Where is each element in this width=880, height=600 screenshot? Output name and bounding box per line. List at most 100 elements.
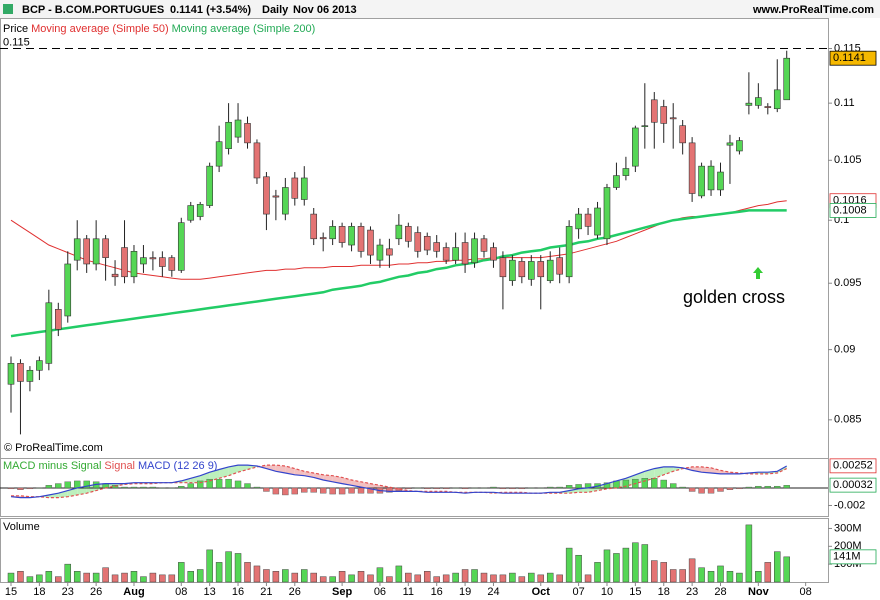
volume-bar <box>499 574 507 583</box>
macd-hist <box>263 487 270 492</box>
volume-bar <box>36 574 43 583</box>
macd-area <box>294 468 305 476</box>
macd-hist <box>707 487 715 494</box>
macd-hist <box>764 485 771 489</box>
volume-bar <box>556 574 563 583</box>
y-tick-label: 0.11 <box>834 97 855 109</box>
macd-hist <box>357 487 365 494</box>
volume-bar <box>73 571 81 583</box>
macd-hist <box>755 485 762 489</box>
candle-body <box>386 248 393 256</box>
last-value-box <box>829 50 877 66</box>
candle-body <box>556 257 563 275</box>
x-tick-label: 23 <box>686 586 698 598</box>
macd-hist <box>83 480 90 489</box>
volume-bar <box>92 572 100 583</box>
macd-hist <box>452 487 459 489</box>
macd-area <box>663 466 674 475</box>
candle-body <box>215 141 223 167</box>
last-value-label: 0.00252 <box>833 460 873 472</box>
macd-hist <box>537 487 544 489</box>
candle-body <box>650 99 658 123</box>
macd-hist <box>244 483 251 489</box>
x-tick-label: 11 <box>403 586 414 598</box>
volume-bar <box>490 574 497 583</box>
macd-area <box>711 467 721 474</box>
volume-bar <box>528 572 535 583</box>
reference-label: 0.115 <box>3 36 30 48</box>
volume-bar <box>480 572 488 583</box>
candle-body <box>575 213 582 230</box>
x-tick-label: 26 <box>289 586 301 598</box>
volume-bar <box>518 576 526 583</box>
volume-bar <box>669 569 677 583</box>
macd-area <box>701 466 712 474</box>
y-tick-label: 0.095 <box>834 277 862 289</box>
candle-body <box>490 247 497 261</box>
volume-bar <box>433 576 440 583</box>
candle-body <box>471 238 478 264</box>
macd-hist <box>206 478 213 489</box>
volume-bar <box>622 547 630 583</box>
candle-body <box>319 237 327 240</box>
candle-body <box>310 213 318 240</box>
volume-bar <box>121 572 128 583</box>
candle-body <box>121 247 128 278</box>
volume-bar <box>187 571 194 583</box>
candle-body <box>717 171 724 191</box>
candle-body <box>395 224 403 240</box>
legend-macd: MACD (12 26 9) <box>138 460 217 472</box>
candle-body <box>480 238 488 252</box>
candle-body <box>745 102 753 106</box>
candle-body <box>603 187 611 240</box>
macd-hist <box>651 478 658 489</box>
volume-bar <box>168 574 176 583</box>
legend-price: Price <box>3 23 28 35</box>
plot-layer: 0.0850.090.0950.10.1050.110.115-0.002100… <box>0 36 877 598</box>
volume-bar <box>461 569 469 583</box>
volume-bar <box>717 565 724 583</box>
copyright: © ProRealTime.com <box>4 442 103 454</box>
macd-hist <box>215 478 223 489</box>
volume-bar <box>102 567 109 583</box>
macd-hist <box>36 487 43 489</box>
volume-bar <box>55 576 62 583</box>
last-value-box <box>829 458 877 474</box>
volume-bar <box>149 572 157 583</box>
macd-hist <box>575 484 582 489</box>
candle-body <box>698 165 705 197</box>
volume-bar <box>764 562 772 583</box>
quote: 0.1141 (+3.54%) <box>170 4 251 16</box>
macd-hist <box>74 480 81 489</box>
candle-body <box>36 360 43 371</box>
macd-hist <box>556 486 563 489</box>
volume-bar <box>726 571 734 583</box>
candle-body <box>282 187 289 215</box>
macd-hist <box>159 487 166 489</box>
x-tick-label: 26 <box>90 586 102 598</box>
x-tick-label: 15 <box>5 586 17 598</box>
candle-body <box>263 176 270 215</box>
x-tick-label: 16 <box>431 586 443 598</box>
macd-hist <box>565 485 573 489</box>
x-tick-label: 28 <box>714 586 726 598</box>
last-value-box <box>829 203 877 218</box>
annotation: golden cross <box>683 287 785 307</box>
last-value-box <box>829 549 877 565</box>
candle-body <box>461 242 469 265</box>
chart-title: BCP - B.COM.PORTUGUES <box>22 4 164 16</box>
candle-body <box>92 238 100 265</box>
candle-body <box>367 229 374 256</box>
macd-line <box>10 464 787 499</box>
candle-body <box>518 261 526 278</box>
candle-body <box>641 125 649 127</box>
macd-hist <box>253 486 261 489</box>
volume-bar <box>319 576 327 583</box>
y-tick-label: 0.09 <box>834 344 855 356</box>
last-value-box <box>829 477 877 493</box>
candle-body <box>17 363 24 382</box>
x-tick-label: 08 <box>800 586 812 598</box>
volume-bar <box>423 571 431 583</box>
